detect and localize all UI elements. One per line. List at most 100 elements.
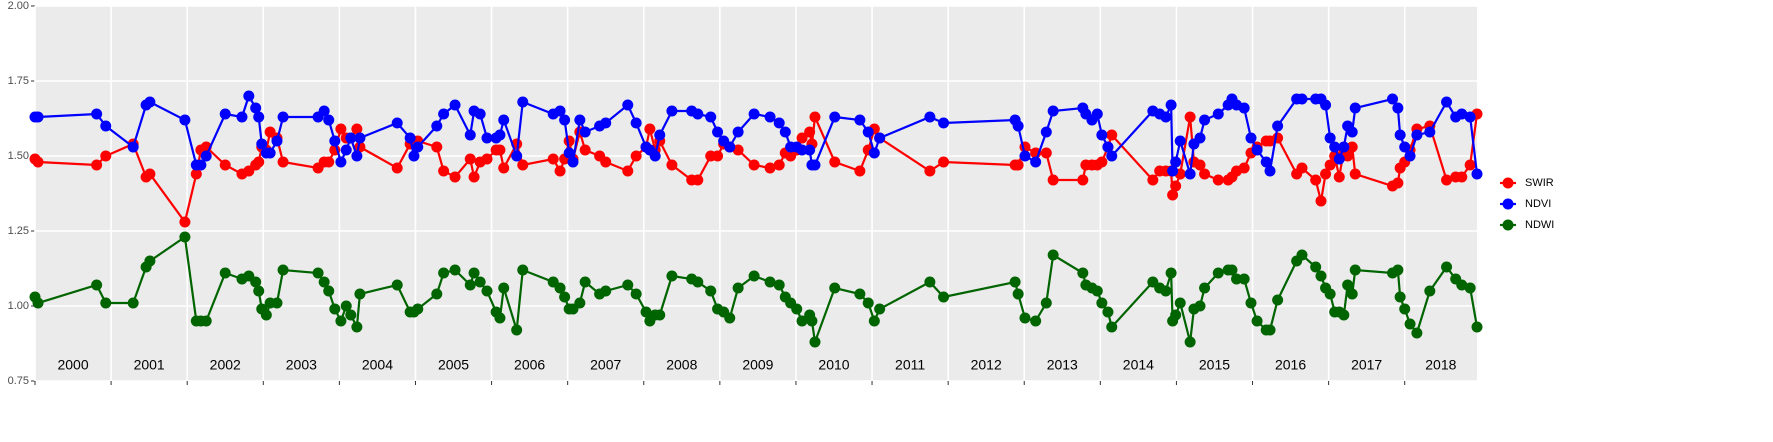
data-point (329, 135, 341, 147)
data-point (1012, 120, 1024, 132)
data-point (517, 159, 529, 171)
data-point (340, 144, 352, 156)
data-point (449, 171, 461, 183)
data-point (764, 276, 776, 288)
data-point (622, 279, 634, 291)
x-tick-label: 2005 (438, 357, 469, 373)
data-point (1167, 165, 1179, 177)
data-point (1096, 297, 1108, 309)
data-point (464, 279, 476, 291)
data-point (1346, 141, 1358, 153)
data-point (644, 123, 656, 135)
data-point (354, 288, 366, 300)
data-point (724, 141, 736, 153)
data-point (404, 132, 416, 144)
data-point (323, 114, 335, 126)
data-point (773, 279, 785, 291)
data-point (1019, 312, 1031, 324)
data-point (1264, 165, 1276, 177)
data-point (773, 159, 785, 171)
data-point (938, 117, 950, 129)
data-point (779, 126, 791, 138)
data-point (1040, 297, 1052, 309)
data-point (351, 123, 363, 135)
data-point (600, 117, 612, 129)
data-point (574, 114, 586, 126)
data-point (1212, 174, 1224, 186)
data-point (253, 111, 265, 123)
data-point (438, 165, 450, 177)
data-point (1160, 285, 1172, 297)
data-point (1199, 282, 1211, 294)
data-point (1387, 93, 1399, 105)
data-point (1342, 279, 1354, 291)
data-point (1324, 132, 1336, 144)
data-point (1245, 297, 1257, 309)
data-point (1170, 309, 1182, 321)
data-point (1251, 315, 1263, 327)
data-point (1165, 267, 1177, 279)
data-point (1012, 159, 1024, 171)
data-point (862, 126, 874, 138)
data-point (1170, 156, 1182, 168)
legend-key (1502, 219, 1514, 231)
x-tick-label: 2012 (971, 357, 1002, 373)
x-tick-label: 2010 (818, 357, 849, 373)
plot-panel (35, 6, 1477, 381)
data-point (256, 138, 268, 150)
data-point (179, 114, 191, 126)
data-point (1184, 168, 1196, 180)
data-point (1272, 294, 1284, 306)
data-point (127, 297, 139, 309)
data-point (854, 114, 866, 126)
data-point (796, 315, 808, 327)
data-point (666, 159, 678, 171)
data-point (517, 96, 529, 108)
data-point (874, 132, 886, 144)
data-point (829, 156, 841, 168)
data-point (1184, 111, 1196, 123)
data-point (724, 312, 736, 324)
data-point (748, 270, 760, 282)
data-point (144, 96, 156, 108)
data-point (547, 153, 559, 165)
x-tick-label: 2002 (210, 357, 241, 373)
data-point (622, 99, 634, 111)
data-point (654, 129, 666, 141)
data-point (748, 159, 760, 171)
data-point (1296, 162, 1308, 174)
data-point (574, 297, 586, 309)
data-point (622, 165, 634, 177)
data-point (431, 141, 443, 153)
data-point (1019, 150, 1031, 162)
data-point (1392, 177, 1404, 189)
data-point (1231, 273, 1243, 285)
data-point (705, 285, 717, 297)
data-point (1199, 168, 1211, 180)
data-point (791, 303, 803, 315)
data-point (1106, 321, 1118, 333)
data-point (1338, 309, 1350, 321)
data-point (1047, 174, 1059, 186)
data-point (748, 108, 760, 120)
y-tick-label: 0.75 (8, 375, 29, 387)
data-point (1296, 249, 1308, 261)
data-point (1349, 168, 1361, 180)
data-point (200, 150, 212, 162)
data-point (474, 108, 486, 120)
data-point (481, 285, 493, 297)
data-point (144, 255, 156, 267)
data-point (517, 264, 529, 276)
x-tick-label: 2013 (1047, 357, 1078, 373)
data-point (1342, 150, 1354, 162)
data-point (498, 162, 510, 174)
data-point (1160, 111, 1172, 123)
data-point (351, 321, 363, 333)
data-point (1096, 129, 1108, 141)
x-tick-label: 2000 (57, 357, 88, 373)
data-point (449, 264, 461, 276)
data-point (1106, 150, 1118, 162)
data-point (630, 150, 642, 162)
data-point (563, 135, 575, 147)
data-point (1310, 261, 1322, 273)
